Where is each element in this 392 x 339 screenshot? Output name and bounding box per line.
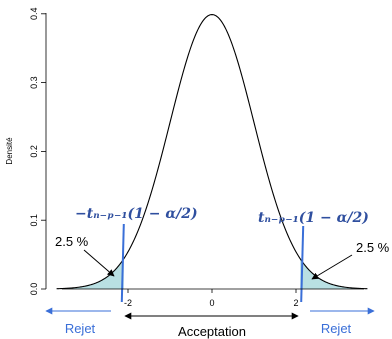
critical-value-right-label: tₙ₋ₚ₋₁(1 − α/2): [258, 210, 369, 226]
y-tick-label: 0.3: [29, 76, 39, 89]
right-tail-percent: 2.5 %: [356, 240, 390, 255]
right-tail-pointer: [311, 254, 353, 280]
x-axis-ticks: -2 0 2: [124, 289, 299, 308]
reject-right-label: Rejet: [321, 321, 352, 336]
left-tail-percent: 2.5 %: [55, 234, 89, 249]
left-tail-area: [56, 258, 124, 289]
reject-left-label: Rejet: [65, 321, 96, 336]
critical-value-left-label: −tₙ₋ₚ₋₁(1 − α/2): [75, 206, 198, 222]
critical-line-right: [300, 225, 305, 303]
y-tick-label: 0.4: [29, 8, 39, 21]
y-tick-label: 0.1: [29, 214, 39, 227]
critical-line-left: [120, 223, 125, 303]
accept-label: Acceptation: [178, 324, 246, 339]
x-tick-label: 2: [293, 298, 298, 308]
x-tick-label: -2: [124, 298, 132, 308]
y-axis-label: Densité: [5, 137, 14, 165]
left-tail-pointer: [83, 249, 115, 277]
y-tick-label: 0.0: [29, 283, 39, 296]
y-tick-label: 0.2: [29, 145, 39, 158]
x-tick-label: 0: [209, 298, 214, 308]
density-curve: [56, 14, 368, 290]
right-tail-area: [300, 258, 368, 289]
y-axis-ticks: 0.0 0.1 0.2 0.3 0.4: [29, 8, 46, 296]
